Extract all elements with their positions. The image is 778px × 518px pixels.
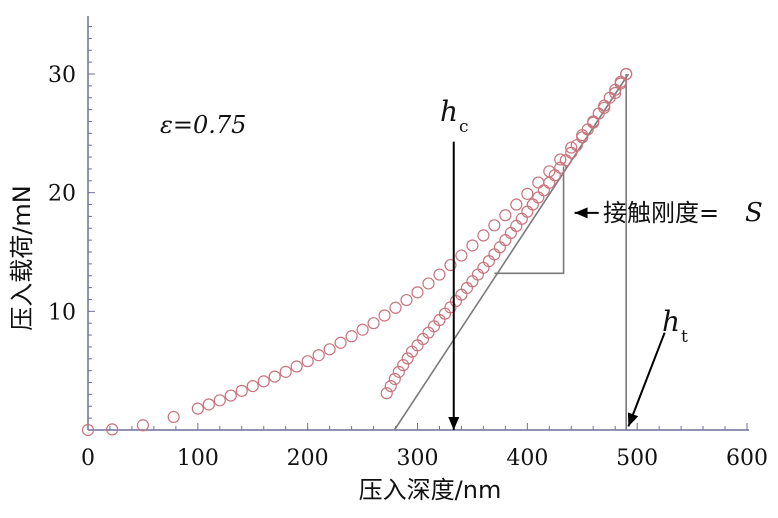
ht-arrow-head — [627, 412, 639, 427]
tick-labels: 0 100 200 300 400 500 600 10 20 30 — [48, 63, 768, 471]
loading-point — [389, 301, 402, 314]
hc-arrow-head — [448, 417, 460, 430]
loading-point — [565, 141, 578, 154]
unloading-point — [460, 281, 474, 295]
loading-point — [499, 209, 512, 222]
loading-point — [301, 355, 314, 368]
unloading-point — [388, 372, 401, 386]
unloading-point — [466, 275, 479, 288]
stiffness-label: 接触刚度= — [603, 199, 719, 227]
stiffness-variable: S — [745, 198, 763, 228]
loading-point — [356, 323, 369, 336]
loading-point — [235, 384, 248, 397]
loading-point — [334, 336, 347, 349]
unloading-point — [532, 191, 545, 204]
hc-label: h — [440, 95, 458, 128]
loading-point — [422, 277, 435, 290]
loading-point — [554, 153, 567, 166]
loading-point — [521, 187, 534, 200]
loading-point — [477, 229, 490, 242]
y-tick-label: 10 — [48, 300, 76, 325]
loading-point — [202, 398, 215, 411]
x-tick-label: 0 — [81, 446, 95, 471]
data-markers — [81, 67, 633, 437]
x-tick-label: 300 — [397, 446, 439, 471]
annotation-arrows — [448, 141, 666, 430]
loading-point — [268, 370, 281, 383]
x-tick-label: 100 — [177, 446, 219, 471]
loading-point — [136, 419, 150, 432]
unloading-point — [515, 212, 528, 225]
y-tick-label: 30 — [48, 63, 76, 88]
loading-point — [345, 330, 358, 343]
unloading-point — [384, 379, 397, 393]
loading-point — [81, 423, 95, 437]
x-axis-label: 压入深度/nm — [359, 476, 502, 504]
unloading-point — [504, 226, 517, 240]
unloading-point — [397, 359, 410, 372]
loading-point — [378, 309, 391, 322]
ht-subscript: t — [681, 327, 688, 347]
hc-subscript: c — [459, 117, 469, 137]
loading-point — [444, 258, 457, 272]
loading-point — [323, 343, 336, 356]
unloading-point — [526, 198, 539, 211]
loading-point — [191, 402, 204, 415]
loading-point — [510, 198, 523, 211]
unloading-point — [521, 205, 534, 218]
unloading-point — [482, 254, 495, 268]
unloading-point — [477, 261, 490, 274]
y-tick-label: 20 — [48, 182, 76, 207]
loading-point — [257, 375, 270, 388]
unloading-point — [510, 219, 523, 232]
loading-point — [106, 423, 119, 436]
unloading-point — [493, 241, 506, 254]
loading-point — [466, 239, 479, 252]
loading-point — [532, 176, 545, 189]
loading-point — [279, 365, 292, 378]
unloading-point — [488, 248, 501, 261]
x-tick-label: 400 — [506, 446, 548, 471]
epsilon-label: ε=0.75 — [160, 111, 246, 139]
ht-label: h — [662, 305, 680, 338]
unloading-point — [405, 345, 419, 358]
loading-point — [488, 219, 501, 232]
y-axis-label: 压入载荷/mN — [8, 185, 36, 330]
loading-point — [433, 268, 446, 281]
unloading-point — [537, 184, 550, 197]
unloading-point — [543, 176, 556, 189]
stiffness-arrow-head — [574, 207, 588, 219]
loading-point — [246, 379, 259, 393]
loading-point — [213, 394, 226, 407]
loading-point — [367, 317, 380, 330]
loading-point — [455, 249, 468, 262]
unloading-point — [392, 365, 405, 378]
loading-point — [167, 410, 180, 424]
ht-arrow-shaft — [627, 332, 666, 427]
loading-point — [400, 293, 413, 307]
loading-point — [312, 349, 325, 362]
x-tick-label: 200 — [287, 446, 329, 471]
unloading-point — [380, 387, 393, 400]
loading-point — [411, 286, 424, 299]
loading-point — [290, 360, 303, 373]
unloading-point — [499, 234, 512, 247]
loading-point — [224, 389, 237, 402]
guide-lines — [393, 73, 630, 431]
slope-triangle — [494, 166, 565, 275]
x-tick-label: 500 — [616, 446, 658, 471]
x-tick-label: 600 — [726, 446, 768, 471]
tangent-line — [393, 73, 630, 431]
unloading-point — [401, 352, 414, 365]
unloading-point — [471, 268, 485, 281]
